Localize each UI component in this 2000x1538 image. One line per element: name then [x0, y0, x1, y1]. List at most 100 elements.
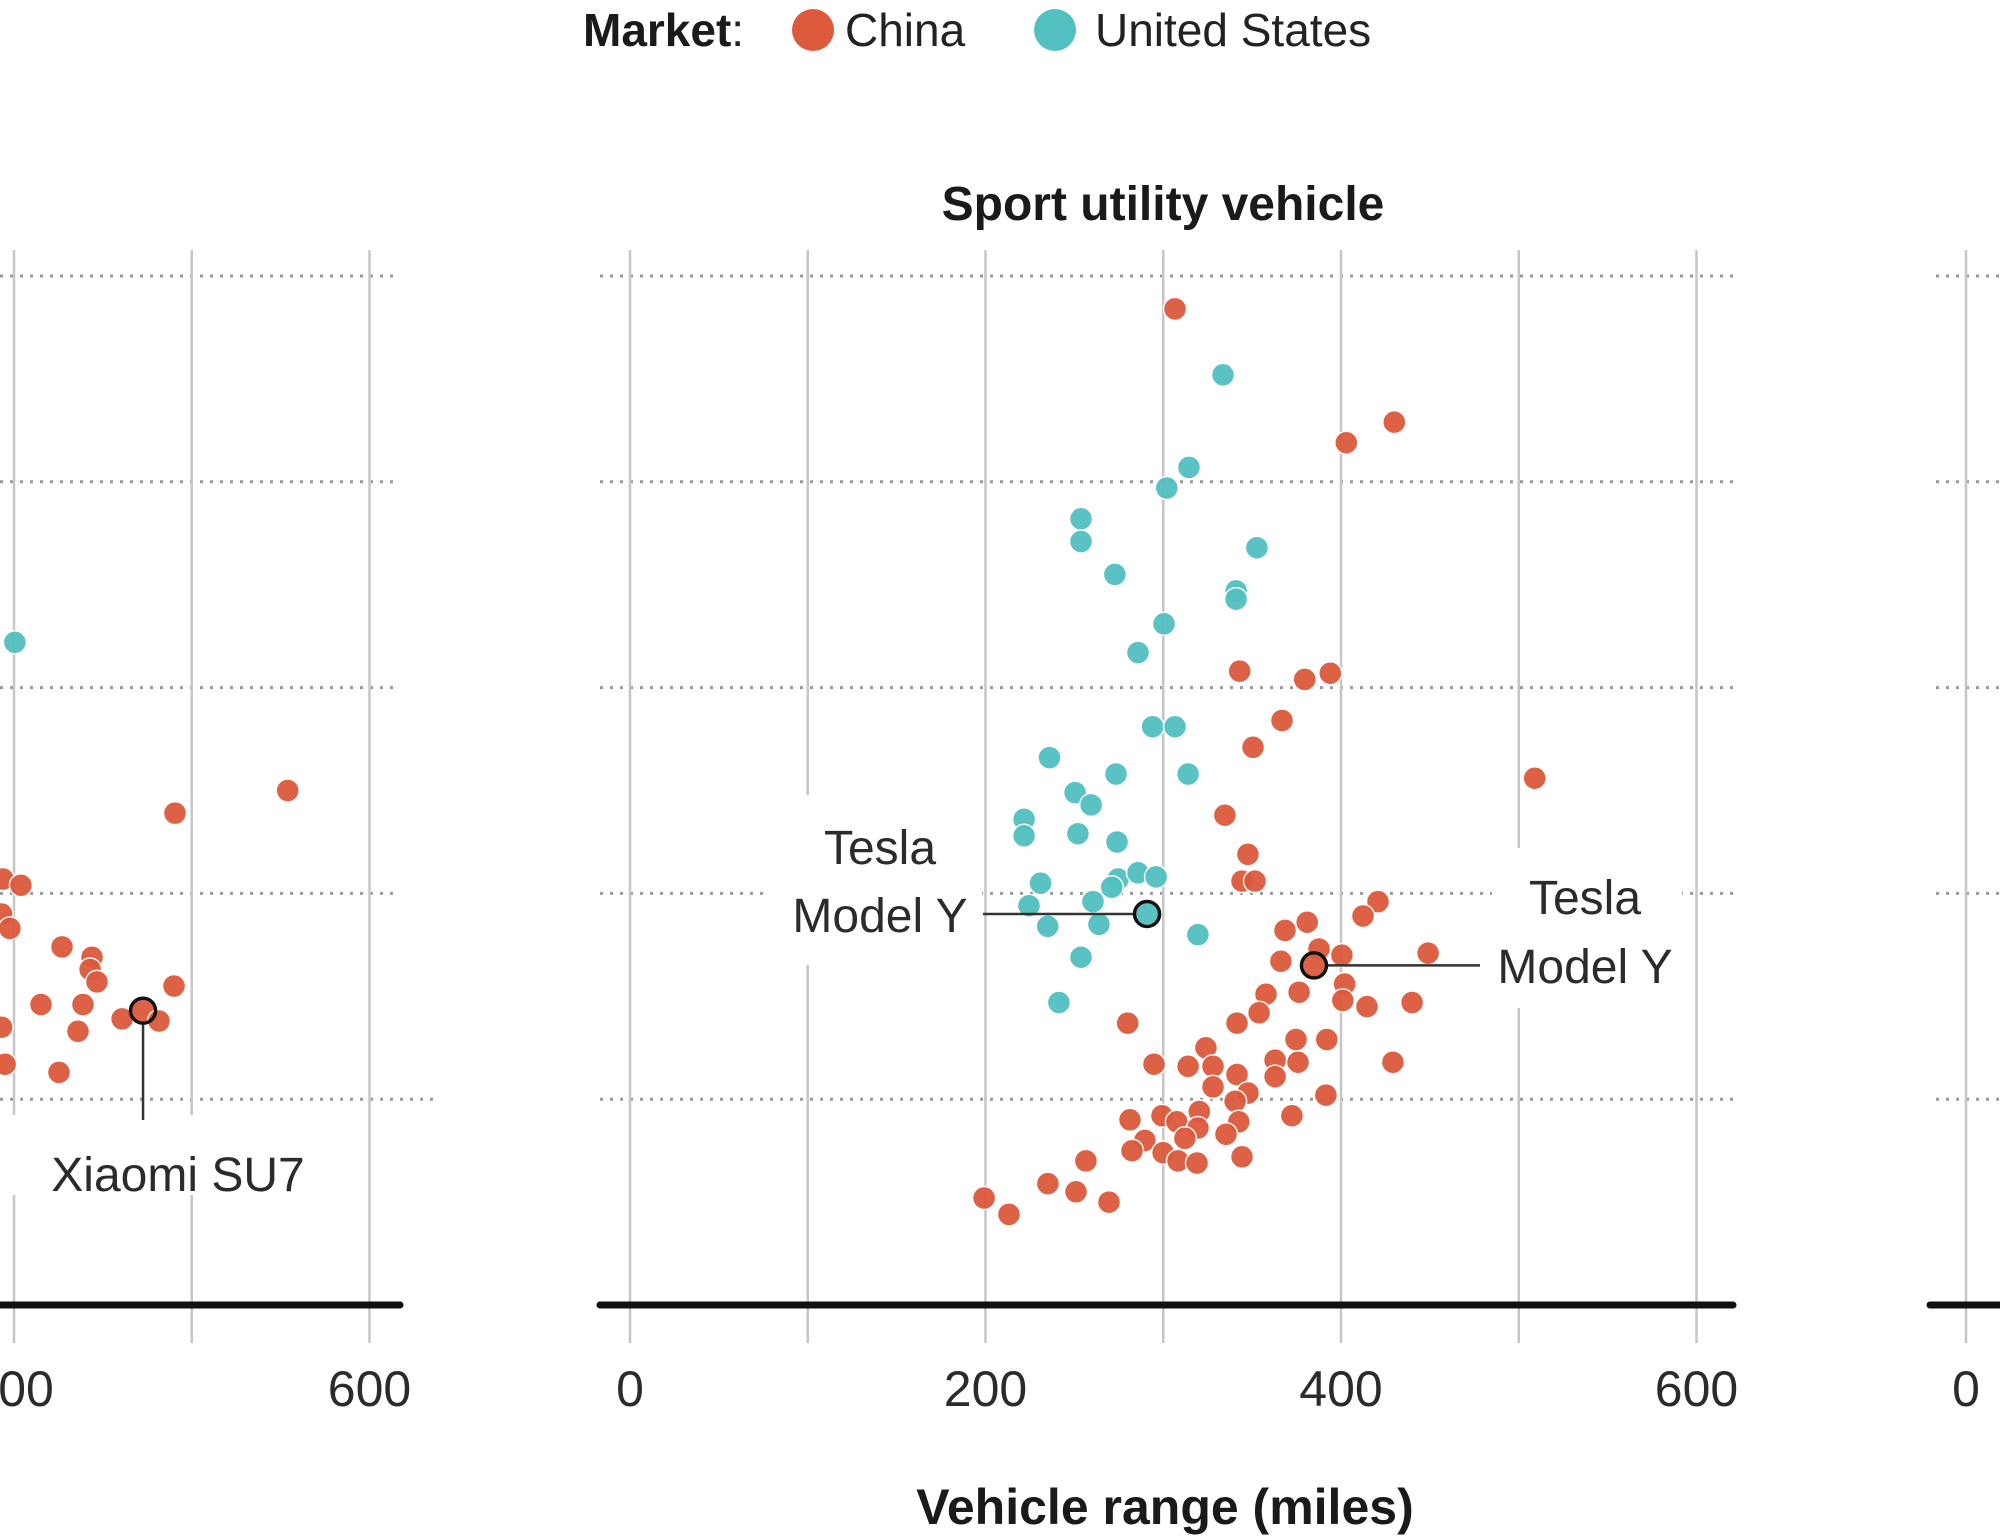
- point-china: [1294, 909, 1320, 935]
- point-china: [1415, 940, 1441, 966]
- point-china: [1272, 918, 1298, 943]
- annotation-backgrounds: [0, 795, 1682, 1195]
- annotation-label-xiaomi-su7: Xiaomi SU7: [51, 1149, 304, 1202]
- point-china: [1224, 1010, 1250, 1036]
- point-china: [1096, 1189, 1122, 1215]
- legend-label-united-states: United States: [1095, 4, 1371, 56]
- point-china: [84, 969, 110, 995]
- point-china: [46, 1060, 72, 1085]
- point-china: [1172, 1126, 1198, 1151]
- point-china: [1115, 1010, 1140, 1036]
- x-tick-label-200: 200: [944, 1361, 1027, 1417]
- annotation-background: [770, 795, 982, 965]
- point-china: [1246, 1000, 1272, 1026]
- point-united-states: [1037, 745, 1062, 770]
- point-united-states: [1104, 829, 1130, 855]
- legend-separator: :: [731, 4, 744, 56]
- point-china: [161, 973, 187, 999]
- point-united-states: [1065, 821, 1091, 846]
- point-united-states: [1068, 506, 1094, 532]
- highlight-ring-tesla-china: [1299, 951, 1329, 980]
- point-united-states: [1099, 874, 1124, 900]
- point-china: [1240, 735, 1266, 760]
- point-china: [1268, 949, 1294, 974]
- point-china: [1313, 1082, 1339, 1108]
- point-china: [1162, 296, 1188, 322]
- point-united-states: [1154, 475, 1180, 501]
- point-china: [1314, 1027, 1340, 1052]
- point-china: [1200, 1054, 1226, 1079]
- point-united-states: [1080, 889, 1106, 914]
- legend-title: Market: [583, 4, 731, 56]
- x-axis-label: Vehicle range (miles): [916, 1479, 1413, 1535]
- annotation-label-tesla-china-line2: Model Y: [1497, 941, 1672, 994]
- point-united-states: [1176, 455, 1202, 480]
- point-china: [0, 1051, 18, 1077]
- point-china: [1200, 1074, 1226, 1100]
- point-united-states: [1068, 529, 1094, 554]
- point-china: [971, 1185, 997, 1211]
- point-united-states: [1175, 761, 1201, 787]
- point-united-states: [1223, 586, 1249, 612]
- point-china: [1184, 1150, 1210, 1176]
- point-united-states: [1185, 922, 1211, 947]
- x-tick-label-600: 600: [1655, 1361, 1738, 1417]
- point-china: [1262, 1064, 1288, 1089]
- point-united-states: [1140, 714, 1165, 739]
- annotation-background: [1492, 848, 1682, 1008]
- point-united-states: [1244, 535, 1270, 560]
- point-china: [65, 1019, 91, 1044]
- point-united-states: [1011, 823, 1037, 849]
- point-china: [1334, 430, 1359, 455]
- point-china: [1222, 1089, 1248, 1114]
- point-united-states: [1035, 914, 1060, 939]
- point-china: [1285, 1049, 1311, 1075]
- point-china: [1380, 1049, 1406, 1075]
- x-tick-label-0: 0: [616, 1361, 644, 1417]
- point-china: [996, 1202, 1022, 1227]
- point-china: [1175, 1054, 1201, 1079]
- point-united-states: [1103, 761, 1129, 787]
- highlight-ring-tesla-us: [1132, 899, 1162, 929]
- x-tick-label-right-0: 0: [1952, 1361, 1980, 1417]
- point-china: [1141, 1051, 1167, 1077]
- x-tick-label-left-400: 00: [0, 1361, 54, 1417]
- point-china: [1035, 1171, 1061, 1196]
- point-china: [1213, 1121, 1239, 1147]
- annotation-label-tesla-us-line2: Model Y: [792, 890, 967, 943]
- panel-title: Sport utility vehicle: [942, 178, 1385, 231]
- point-china: [1242, 868, 1268, 894]
- point-china: [1063, 1179, 1089, 1205]
- point-china: [1382, 409, 1407, 435]
- point-china: [1269, 708, 1295, 733]
- legend-swatch-united-states: [1034, 9, 1076, 51]
- point-china: [1119, 1138, 1145, 1163]
- point-china: [162, 800, 188, 826]
- point-china: [1292, 667, 1317, 692]
- point-china: [1365, 889, 1391, 914]
- point-united-states: [1143, 864, 1169, 890]
- legend: Market: China United States: [583, 4, 1371, 56]
- annotation-label-tesla-china-line1: Tesla: [1529, 872, 1641, 925]
- point-china: [1318, 660, 1343, 686]
- point-china: [1522, 765, 1547, 791]
- point-china: [1330, 988, 1356, 1013]
- point-united-states: [1162, 714, 1188, 739]
- point-united-states: [1078, 792, 1104, 818]
- point-china: [1286, 979, 1312, 1005]
- point-united-states: [2, 630, 28, 655]
- point-china: [1227, 658, 1252, 684]
- x-tick-label-left-600: 600: [328, 1361, 411, 1417]
- point-china: [8, 872, 34, 898]
- highlight-ring-xiaomi-su7: [128, 996, 158, 1025]
- point-china: [0, 916, 23, 941]
- annotations: [128, 899, 1480, 1120]
- x-tick-label-400: 400: [1299, 1361, 1382, 1417]
- point-china: [1399, 990, 1425, 1015]
- point-china: [1073, 1148, 1099, 1174]
- point-china: [49, 934, 75, 960]
- point-china: [275, 778, 300, 803]
- svg-text:Market:: Market:: [583, 4, 744, 56]
- point-united-states: [1028, 870, 1053, 896]
